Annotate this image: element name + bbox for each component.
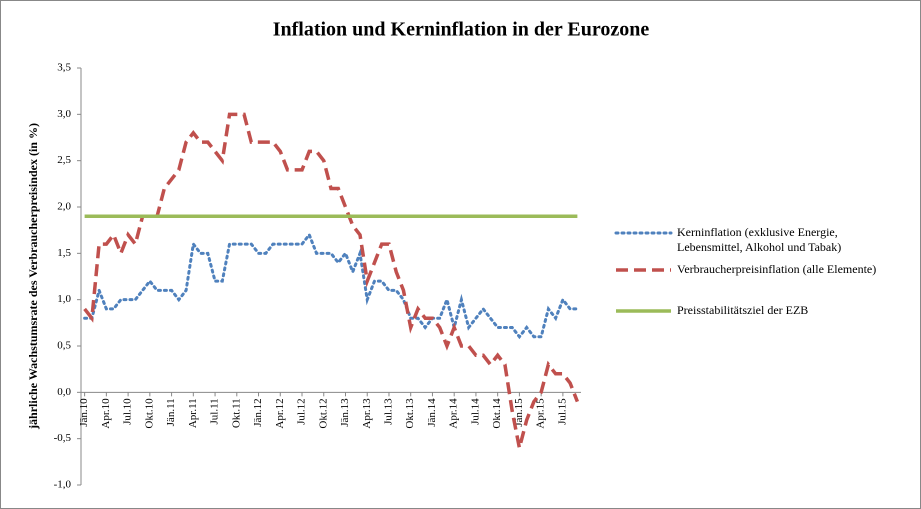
x-tick-label: Okt.13 [404, 398, 416, 429]
y-tick-label: 2,5 [57, 154, 71, 166]
y-tick-label: -1,0 [54, 479, 72, 491]
y-tick-label: 1,0 [57, 293, 71, 305]
x-tick-label: Apr.11 [187, 398, 199, 428]
chart-title: Inflation und Kerninflation in der Euroz… [273, 19, 650, 41]
x-tick-label: Apr.13 [361, 398, 373, 429]
x-tick-label: Jul.15 [556, 398, 568, 425]
x-tick-label: Jul.11 [209, 398, 221, 424]
x-tick-label: Jän.15 [513, 398, 525, 427]
legend-label: Kerninflation (exklusive Energie, Lebens… [677, 225, 842, 254]
x-tick-label: Jul.13 [383, 398, 395, 425]
x-tick-label: Jän.14 [426, 398, 438, 427]
x-tick-label: Apr.14 [448, 398, 460, 429]
x-tick-label: Jul.10 [122, 398, 134, 425]
x-tick-label: Jän.13 [339, 398, 351, 427]
x-tick-label: Apr.10 [100, 398, 112, 429]
x-tick-label: Apr.15 [535, 398, 547, 429]
x-tick-label: Okt.11 [230, 398, 242, 428]
x-tick-label: Jän.12 [252, 398, 264, 426]
y-tick-label: 3,0 [57, 108, 71, 120]
x-tick-label: Jul.14 [469, 398, 481, 425]
x-tick-label: Jän.11 [165, 398, 177, 426]
y-tick-label: 0,5 [57, 340, 71, 352]
series-line [83, 231, 579, 340]
y-tick-label: 0,0 [57, 386, 71, 398]
x-tick-label: Okt.12 [317, 398, 329, 428]
y-tick-label: 1,5 [57, 247, 71, 259]
y-axis-label: jährliche Wachstumsrate des Verbraucherp… [26, 123, 40, 430]
y-tick-label: 2,0 [57, 201, 71, 213]
x-tick-label: Apr.12 [274, 398, 286, 428]
y-tick-label: -0,5 [54, 432, 72, 444]
legend-label: Verbraucherpreisinflation (alle Elemente… [677, 262, 877, 276]
x-tick-label: Okt.10 [143, 398, 155, 429]
x-tick-label: Jul.12 [296, 398, 308, 425]
series-line [83, 112, 580, 449]
y-tick-label: 3,5 [57, 62, 71, 74]
x-tick-label: Okt.14 [491, 398, 503, 429]
legend-label: Preisstabilitätsziel der EZB [677, 303, 809, 317]
x-tick-label: Jän.10 [78, 398, 90, 427]
